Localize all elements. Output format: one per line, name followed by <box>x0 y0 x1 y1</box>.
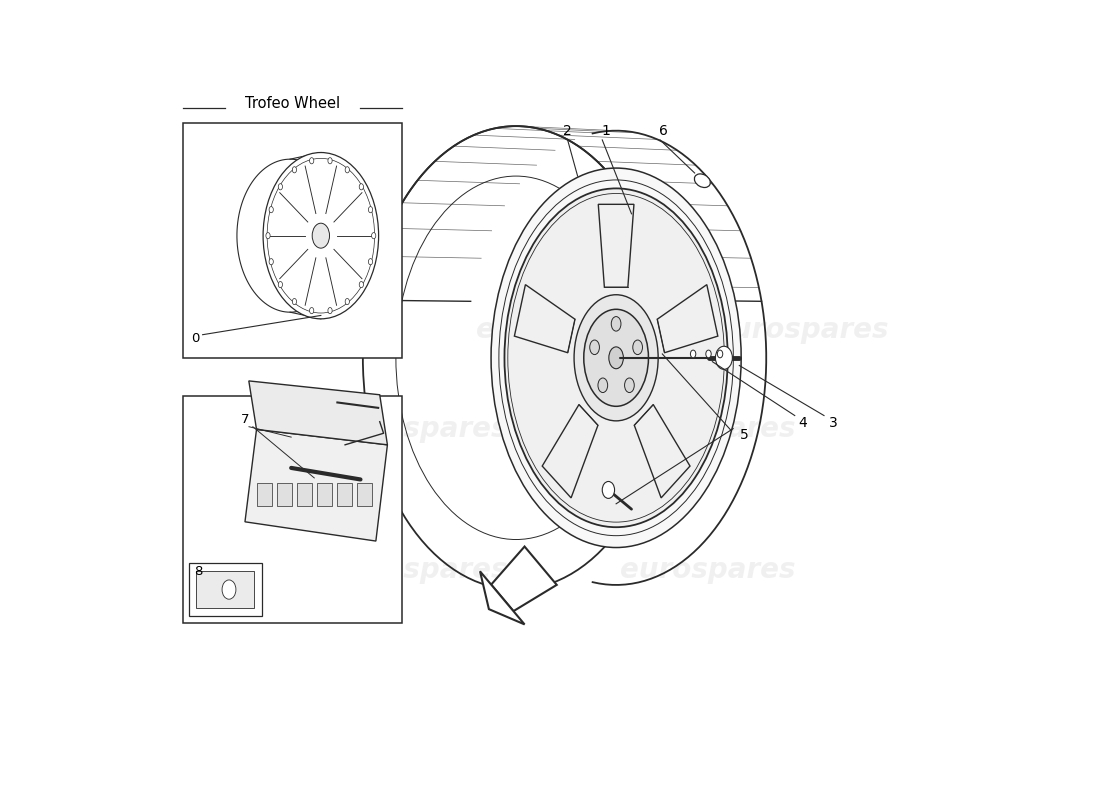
Text: 4: 4 <box>799 416 806 430</box>
Text: eurospares: eurospares <box>620 414 795 442</box>
Polygon shape <box>245 430 387 541</box>
Bar <box>297 483 312 506</box>
Ellipse shape <box>590 340 600 354</box>
Polygon shape <box>598 204 634 287</box>
Text: 3: 3 <box>829 416 837 430</box>
Ellipse shape <box>309 158 313 164</box>
Ellipse shape <box>368 206 373 213</box>
Ellipse shape <box>625 378 635 393</box>
Bar <box>276 483 292 506</box>
Ellipse shape <box>505 188 728 527</box>
Ellipse shape <box>360 184 363 190</box>
Ellipse shape <box>584 310 649 406</box>
Ellipse shape <box>632 340 642 354</box>
Ellipse shape <box>372 233 376 238</box>
Text: 0: 0 <box>190 332 199 345</box>
Bar <box>197 571 254 608</box>
Polygon shape <box>635 405 690 498</box>
Text: 8: 8 <box>194 565 202 578</box>
Text: eurospares: eurospares <box>476 316 651 344</box>
Ellipse shape <box>715 346 733 370</box>
Bar <box>189 563 262 616</box>
Text: 2: 2 <box>563 124 572 138</box>
Polygon shape <box>657 285 718 353</box>
Text: 6: 6 <box>659 124 669 138</box>
Ellipse shape <box>612 317 621 331</box>
Text: 1: 1 <box>602 124 610 138</box>
Ellipse shape <box>222 580 235 599</box>
Ellipse shape <box>309 307 313 314</box>
Ellipse shape <box>328 307 332 314</box>
Text: eurospares: eurospares <box>332 556 507 584</box>
Ellipse shape <box>574 294 658 421</box>
Bar <box>183 396 402 623</box>
Ellipse shape <box>345 166 350 173</box>
Polygon shape <box>542 405 598 498</box>
Ellipse shape <box>368 258 373 265</box>
Ellipse shape <box>293 298 297 305</box>
Ellipse shape <box>360 282 363 288</box>
Ellipse shape <box>278 184 283 190</box>
Text: 5: 5 <box>740 428 749 442</box>
Ellipse shape <box>598 378 607 393</box>
Text: 7: 7 <box>241 413 250 426</box>
Ellipse shape <box>266 233 271 238</box>
Polygon shape <box>492 546 557 611</box>
Ellipse shape <box>270 206 273 213</box>
Ellipse shape <box>293 166 297 173</box>
Ellipse shape <box>263 153 378 319</box>
Ellipse shape <box>312 223 330 248</box>
Bar <box>317 483 332 506</box>
Ellipse shape <box>691 350 696 358</box>
Bar <box>256 483 272 506</box>
Ellipse shape <box>491 168 741 547</box>
Polygon shape <box>249 381 387 445</box>
Ellipse shape <box>345 298 350 305</box>
Ellipse shape <box>608 347 624 369</box>
Polygon shape <box>480 571 525 625</box>
Polygon shape <box>515 285 575 353</box>
Ellipse shape <box>694 174 711 187</box>
Text: Trofeo Wheel: Trofeo Wheel <box>245 96 340 110</box>
Text: eurospares: eurospares <box>713 316 889 344</box>
Ellipse shape <box>278 282 283 288</box>
Bar <box>183 123 402 358</box>
Text: eurospares: eurospares <box>332 414 507 442</box>
Ellipse shape <box>328 158 332 164</box>
Ellipse shape <box>270 258 273 265</box>
Ellipse shape <box>717 350 723 358</box>
Text: eurospares: eurospares <box>620 556 795 584</box>
Bar <box>356 483 372 506</box>
Ellipse shape <box>706 350 712 358</box>
Ellipse shape <box>603 482 615 498</box>
Bar <box>337 483 352 506</box>
